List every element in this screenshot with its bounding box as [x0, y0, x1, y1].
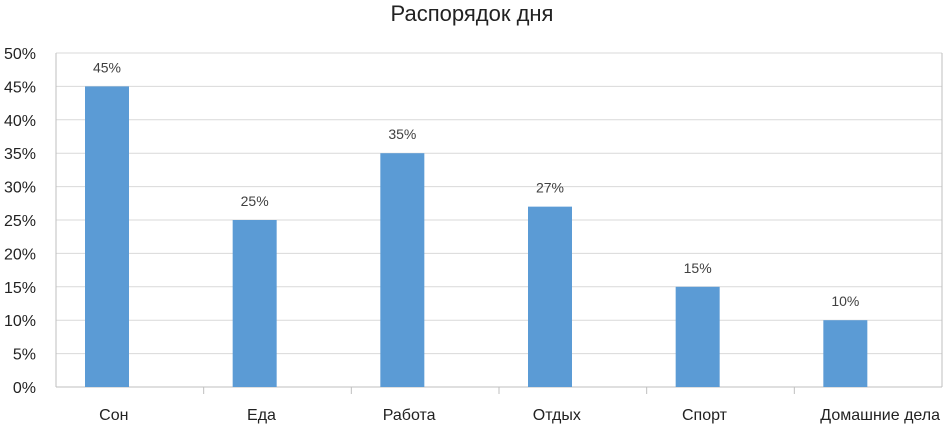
y-tick-label: 30%: [4, 180, 36, 197]
data-label: 25%: [241, 193, 269, 209]
bar: [823, 320, 868, 387]
y-tick-label: 5%: [13, 347, 36, 364]
y-tick-label: 45%: [4, 79, 36, 96]
y-tick-label: 0%: [13, 380, 36, 397]
x-tick-label: Домашние дела: [820, 407, 940, 424]
data-label: 10%: [831, 293, 859, 309]
bar: [675, 286, 720, 387]
chart-title: Распорядок дня: [390, 1, 554, 26]
bar: [85, 86, 129, 388]
x-tick-label: Еда: [247, 407, 276, 424]
x-tick-label: Работа: [383, 407, 436, 424]
x-tick-label: Сон: [99, 407, 128, 424]
y-tick-label: 50%: [4, 46, 36, 63]
y-tick-label: 15%: [4, 280, 36, 297]
y-tick-label: 25%: [4, 213, 36, 230]
data-label: 15%: [684, 260, 712, 276]
y-tick-label: 35%: [4, 146, 36, 163]
x-tick-label: Отдых: [533, 407, 581, 424]
y-tick-label: 10%: [4, 313, 36, 330]
y-tick-label: 20%: [4, 246, 36, 263]
bar: [528, 206, 572, 387]
data-label: 35%: [388, 126, 416, 142]
bar: [232, 220, 277, 387]
bar: [380, 153, 425, 387]
data-label: 27%: [536, 180, 564, 196]
x-tick-label: Спорт: [682, 407, 728, 424]
data-label: 45%: [93, 59, 121, 75]
y-tick-label: 40%: [4, 113, 36, 130]
